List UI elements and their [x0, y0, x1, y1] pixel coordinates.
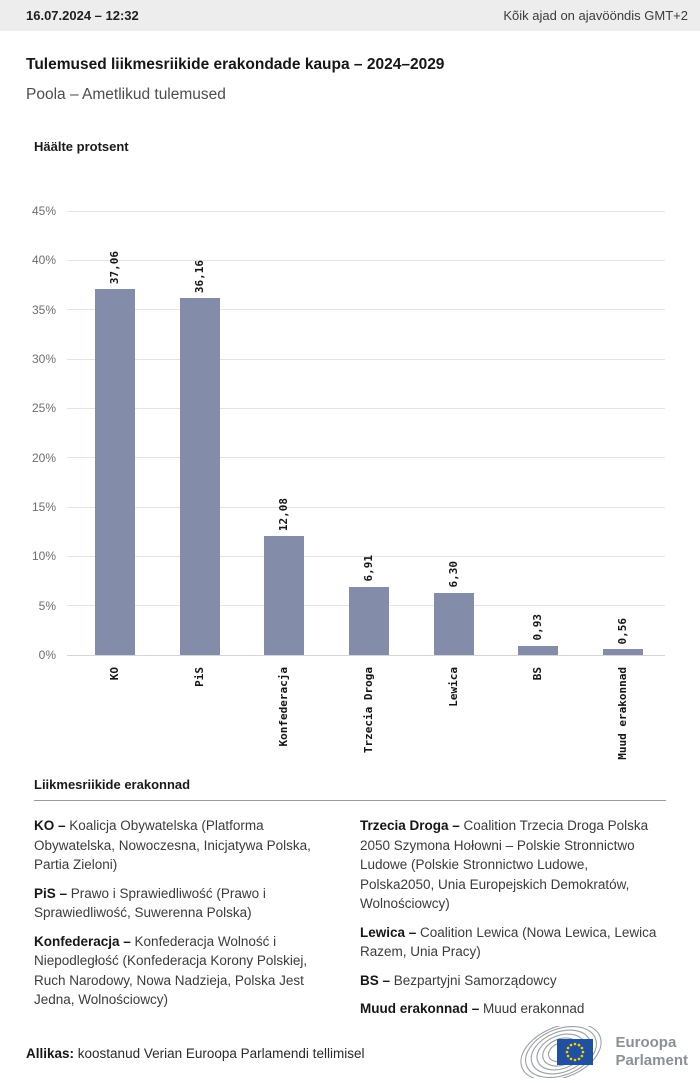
bar-value-label: 12,08 [277, 497, 291, 531]
timezone-note: Kõik ajad on ajavööndis GMT+2 [503, 8, 688, 23]
x-axis-category-label: Trzecia Droga [362, 667, 375, 754]
bar-Konfederacja [264, 535, 305, 655]
legend-divider [34, 800, 666, 801]
gridline-40 [67, 259, 665, 261]
eu-star [570, 1057, 573, 1061]
page-title: Tulemused liikmesriikide erakondade kaup… [26, 56, 445, 73]
gridline-10 [67, 555, 665, 557]
eu-parliament-logo: Euroopa Parlament [517, 1026, 688, 1078]
eu-star [574, 1058, 577, 1062]
eu-parliament-hemicycle-icon [520, 1026, 603, 1078]
eu-star [567, 1054, 570, 1058]
gridline-20 [67, 457, 665, 459]
party-description: Muud erakonnad [479, 1001, 585, 1016]
logo-text-line1: Euroopa [615, 1034, 677, 1051]
y-axis-tick-label: 5% [38, 598, 56, 613]
bar-Muud erakonnad [602, 649, 643, 655]
party-entry: PiS – Prawo i Sprawiedliwość (Prawo i Sp… [34, 884, 338, 923]
party-abbreviation: BS – [360, 972, 391, 988]
source-label: Allikas: [26, 1046, 75, 1061]
party-abbreviation: PiS – [34, 885, 68, 901]
party-entry: Konfederacja – Konfederacja Wolność i Ni… [34, 932, 338, 1010]
party-entry: Trzecia Droga – Coalition Trzecia Droga … [360, 816, 666, 914]
y-axis-tick-label: 15% [31, 500, 56, 514]
eu-star [570, 1043, 573, 1047]
source-text: koostanud Verian Euroopa Parlamendi tell… [74, 1046, 365, 1061]
eu-star [581, 1046, 584, 1050]
x-axis-category-label: KO [108, 667, 122, 681]
party-abbreviation: Muud erakonnad – [360, 1001, 480, 1016]
eu-star [578, 1057, 581, 1061]
gridline-30 [67, 358, 665, 360]
party-abbreviation: KO – [34, 818, 66, 833]
logo-text: Euroopa Parlament [615, 1034, 688, 1070]
gridline-45 [67, 210, 665, 212]
y-axis-tick-label: 20% [31, 450, 56, 465]
y-axis-tick-label: 25% [31, 401, 56, 416]
eu-star [566, 1050, 569, 1054]
bar-value-label: 0,56 [615, 617, 629, 645]
x-axis-category-label: Konfederacja [277, 667, 291, 747]
bar-value-label: 37,06 [108, 251, 122, 285]
party-description: Prawo i Sprawiedliwość (Prawo i Sprawied… [34, 885, 266, 921]
eu-star [567, 1046, 570, 1050]
y-axis-tick-label: 0% [38, 648, 56, 662]
party-entry: BS – Bezpartyjni Samorządowcy [360, 971, 666, 991]
gridline-0 [67, 654, 665, 656]
x-axis-category-label: BS [531, 667, 545, 681]
party-abbreviation: Trzecia Droga – [360, 818, 460, 833]
party-description: Bezpartyjni Samorządowcy [390, 972, 557, 988]
y-axis-tick-label: 40% [31, 253, 56, 268]
gridline-25 [67, 407, 665, 409]
source-note: Allikas: koostanud Verian Euroopa Parlam… [26, 1046, 364, 1061]
x-axis-category-label: Lewica [446, 667, 460, 707]
party-entry: Lewica – Coalition Lewica (Nowa Lewica, … [360, 923, 666, 962]
eu-star [581, 1054, 584, 1058]
bar-BS [518, 645, 559, 655]
eu-star [574, 1042, 577, 1046]
y-axis-tick-label: 30% [31, 352, 56, 366]
party-description: Coalition Trzecia Droga Polska 2050 Szym… [360, 818, 649, 911]
party-entry: KO – Koalicja Obywatelska (Platforma Oby… [34, 816, 338, 875]
bar-KO [95, 289, 136, 655]
legend-column-left: KO – Koalicja Obywatelska (Platforma Oby… [34, 816, 338, 1019]
party-entry: Muud erakonnad – Muud erakonnad [360, 999, 666, 1019]
legend-heading: Liikmesriikide erakonnad [34, 777, 191, 792]
bar-PiS [179, 298, 220, 655]
bar-value-label: 0,93 [531, 614, 545, 641]
chart-title: Häälte protsent [34, 139, 129, 154]
y-axis-tick-label: 35% [31, 302, 56, 317]
x-axis-category-label: Muud erakonnad [615, 667, 629, 760]
gridline-15 [67, 506, 665, 508]
report-datetime: 16.07.2024 – 12:32 [26, 8, 139, 23]
bar-Trzecia Droga [349, 586, 389, 655]
top-bar: 16.07.2024 – 12:32 Kõik ajad on ajavöönd… [0, 0, 700, 31]
y-axis-tick-label: 45% [31, 204, 56, 218]
party-abbreviation: Lewica – [360, 924, 417, 940]
logo-text-line2: Parlament [615, 1052, 688, 1069]
y-axis-tick-label: 10% [31, 549, 56, 564]
gridline-35 [67, 309, 665, 311]
eu-star [582, 1050, 585, 1054]
bar-value-label: 6,30 [446, 561, 460, 588]
legend-column-right: Trzecia Droga – Coalition Trzecia Droga … [360, 816, 666, 1028]
page-subtitle: Poola – Ametlikud tulemused [26, 86, 226, 103]
x-axis-category-label: PiS [192, 667, 206, 687]
bar-Lewica [433, 592, 474, 655]
party-description: Coalition Lewica (Nowa Lewica, Lewica Ra… [360, 924, 657, 960]
bar-value-label: 36,16 [192, 260, 206, 294]
bar-value-label: 6,91 [362, 555, 375, 582]
party-abbreviation: Konfederacja – [34, 933, 131, 949]
party-description: Konfederacja Wolność i Niepodległość (Ko… [34, 933, 308, 1008]
eu-star [578, 1043, 581, 1047]
party-description: Koalicja Obywatelska (Platforma Obywatel… [34, 818, 311, 872]
